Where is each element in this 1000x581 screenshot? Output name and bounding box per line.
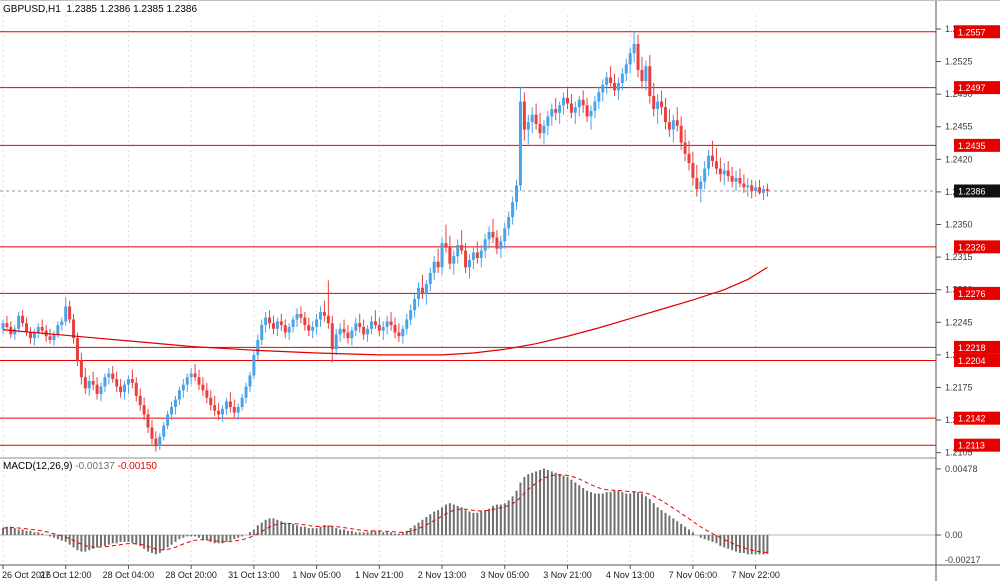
svg-text:1.2326: 1.2326 [958, 242, 986, 252]
price-level-label: 1.2435 [954, 139, 1000, 152]
price-level-label: 1.2113 [954, 439, 1000, 452]
price-level-label: 1.2326 [954, 240, 1000, 253]
support-resistance-lines[interactable] [0, 32, 936, 445]
macd-indicator-label: MACD(12,26,9) -0.00137 -0.00150 [3, 461, 157, 472]
price-level-label: 1.2497 [954, 81, 1000, 94]
candles [2, 32, 769, 452]
grid-lines [3, 15, 756, 565]
svg-text:3 Nov 05:00: 3 Nov 05:00 [480, 570, 529, 580]
svg-text:0.00478: 0.00478 [945, 464, 978, 474]
svg-text:-0.00217: -0.00217 [945, 555, 981, 565]
svg-text:1.2142: 1.2142 [958, 414, 986, 424]
symbol-ohlc-label: GBPUSD,H1 1.2385 1.2386 1.2385 1.2386 [3, 4, 197, 15]
svg-text:1.2276: 1.2276 [958, 289, 986, 299]
svg-text:1.2497: 1.2497 [958, 83, 986, 93]
svg-text:1 Nov 21:00: 1 Nov 21:00 [355, 570, 404, 580]
svg-text:1 Nov 05:00: 1 Nov 05:00 [292, 570, 341, 580]
macd-signal-value: -0.00150 [118, 461, 157, 472]
svg-text:1.2113: 1.2113 [958, 441, 985, 451]
svg-text:1.2350: 1.2350 [945, 220, 973, 230]
svg-text:0.00: 0.00 [945, 530, 963, 540]
moving-average-line [3, 267, 767, 355]
macd-indicator-name: MACD(12,26,9) [3, 461, 72, 472]
svg-text:28 Oct 04:00: 28 Oct 04:00 [103, 570, 155, 580]
svg-text:1.2204: 1.2204 [958, 356, 986, 366]
svg-text:7 Nov 22:00: 7 Nov 22:00 [731, 570, 780, 580]
svg-text:4 Nov 13:00: 4 Nov 13:00 [606, 570, 655, 580]
svg-text:1.2386: 1.2386 [958, 186, 986, 196]
svg-text:7 Nov 06:00: 7 Nov 06:00 [669, 570, 718, 580]
price-level-label: 1.2557 [954, 25, 1000, 38]
svg-text:2 Nov 13:00: 2 Nov 13:00 [418, 570, 467, 580]
svg-text:1.2245: 1.2245 [945, 317, 973, 327]
bid-price-label: 1.2386 [954, 184, 1000, 197]
svg-text:27 Oct 12:00: 27 Oct 12:00 [40, 570, 92, 580]
price-level-label: 1.2142 [954, 412, 1000, 425]
svg-text:1.2175: 1.2175 [945, 382, 973, 392]
svg-text:1.2435: 1.2435 [958, 141, 986, 151]
svg-text:1.2455: 1.2455 [945, 122, 973, 132]
price-level-label: 1.2204 [954, 354, 1000, 367]
svg-text:31 Oct 13:00: 31 Oct 13:00 [228, 570, 280, 580]
price-level-label: 1.2218 [954, 341, 1000, 354]
svg-text:1.2315: 1.2315 [945, 252, 973, 262]
macd-current-value: -0.00137 [75, 461, 114, 472]
svg-text:1.2557: 1.2557 [958, 27, 986, 37]
svg-text:1.2218: 1.2218 [958, 343, 986, 353]
macd-panel [0, 458, 1000, 554]
svg-text:1.2525: 1.2525 [945, 57, 973, 67]
price-level-label: 1.2276 [954, 287, 1000, 300]
svg-text:3 Nov 21:00: 3 Nov 21:00 [543, 570, 592, 580]
svg-text:28 Oct 20:00: 28 Oct 20:00 [165, 570, 217, 580]
svg-text:1.2420: 1.2420 [945, 154, 973, 164]
